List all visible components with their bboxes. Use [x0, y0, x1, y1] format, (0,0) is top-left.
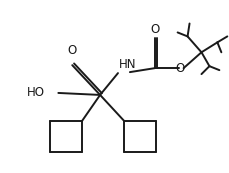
Text: O: O	[174, 62, 183, 75]
Text: O: O	[150, 23, 159, 36]
Text: HN: HN	[118, 58, 136, 71]
Text: HO: HO	[26, 86, 44, 99]
Text: O: O	[67, 44, 76, 57]
